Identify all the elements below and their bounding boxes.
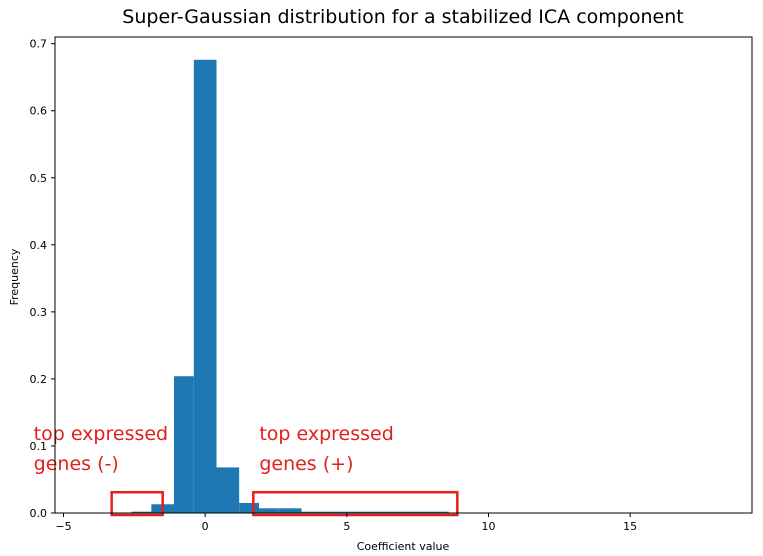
histogram-bar-5 xyxy=(239,502,259,513)
chart-title: Super-Gaussian distribution for a stabil… xyxy=(122,6,683,28)
histogram-bar-0 xyxy=(131,511,152,513)
y-axis-label: Frequency xyxy=(8,248,21,305)
plot-area-frame xyxy=(54,36,753,514)
x-tick-label-2: 5 xyxy=(343,520,350,533)
y-tick-label-5: 0.5 xyxy=(30,172,48,185)
annotations-group: top expressed genes (-) top expressed genes… xyxy=(34,423,459,517)
annotation-label-1-line-1: genes (+) xyxy=(259,453,353,475)
highlight-box-1 xyxy=(252,490,459,517)
histogram-bar-3 xyxy=(193,59,217,513)
histogram-bar-2 xyxy=(174,376,194,513)
x-tick-label-3: 10 xyxy=(482,520,496,533)
histogram-bar-14 xyxy=(426,511,449,513)
highlight-box-0 xyxy=(110,490,164,517)
x-tick-label-0: −5 xyxy=(55,520,71,533)
histogram-bar-11 xyxy=(363,511,384,513)
histogram-bar-4 xyxy=(216,467,240,513)
x-tick-label-1: 0 xyxy=(202,520,209,533)
histogram-bar-10 xyxy=(341,511,364,513)
y-tick-label-3: 0.3 xyxy=(30,306,48,319)
annotation-label-1-line-0: top expressed xyxy=(259,423,393,445)
y-tick-label-2: 0.2 xyxy=(30,373,48,386)
y-tick-label-0: 0.0 xyxy=(30,507,48,520)
histogram-bar-6 xyxy=(259,508,279,513)
histogram-bar-12 xyxy=(383,511,407,513)
x-axis-ticks: −5 0 5 10 15 xyxy=(55,513,637,533)
x-axis-label: Coefficient value xyxy=(357,540,450,553)
histogram-bar-7 xyxy=(278,508,302,513)
bars-group xyxy=(131,59,449,513)
y-axis-ticks: 0.0 0.1 0.2 0.3 0.4 0.5 0.6 0.7 xyxy=(30,38,55,520)
x-tick-label-4: 15 xyxy=(623,520,637,533)
annotation-label-0-line-0: top expressed xyxy=(34,423,168,445)
y-tick-label-6: 0.6 xyxy=(30,105,48,118)
y-tick-label-7: 0.7 xyxy=(30,38,48,51)
annotation-label-0-line-1: genes (-) xyxy=(34,453,119,475)
histogram-bar-13 xyxy=(406,511,427,513)
y-tick-label-1: 0.1 xyxy=(30,440,48,453)
y-tick-label-4: 0.4 xyxy=(30,239,48,252)
histogram-bar-9 xyxy=(321,511,342,513)
histogram-bar-8 xyxy=(301,511,322,513)
